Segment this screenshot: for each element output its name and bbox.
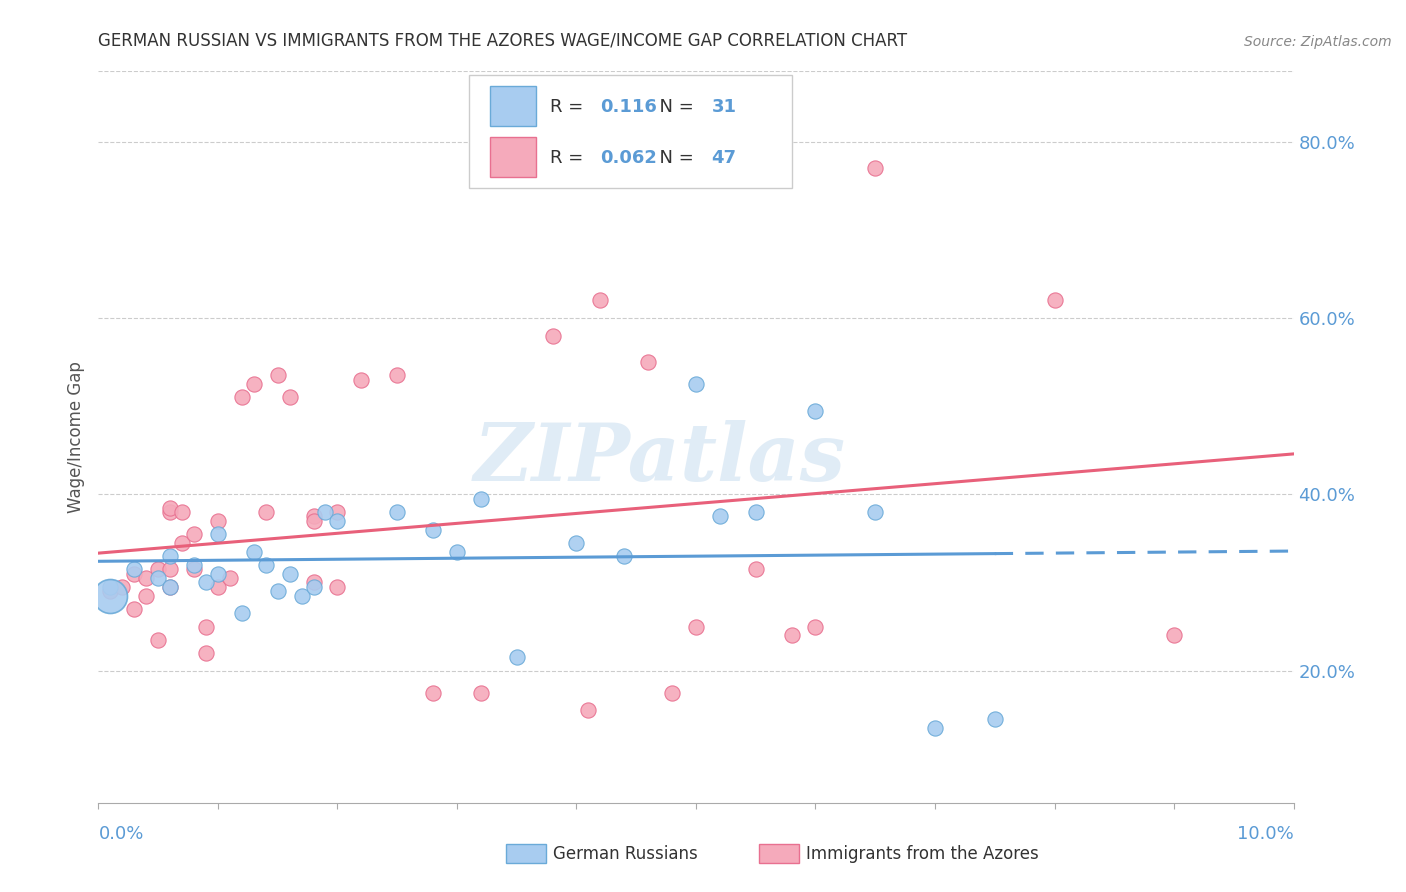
Point xyxy=(780,628,803,642)
Point xyxy=(207,580,229,594)
Text: Source: ZipAtlas.com: Source: ZipAtlas.com xyxy=(1244,35,1392,49)
Point xyxy=(195,575,218,590)
Point xyxy=(984,712,1007,726)
Point xyxy=(470,686,492,700)
Point xyxy=(350,373,373,387)
Point xyxy=(243,377,266,392)
Point xyxy=(506,650,529,665)
Point xyxy=(183,558,205,572)
Point xyxy=(470,491,492,506)
Bar xyxy=(491,136,536,177)
Point xyxy=(422,523,444,537)
Point xyxy=(302,514,325,528)
Point xyxy=(254,505,277,519)
Point xyxy=(326,505,349,519)
Point xyxy=(924,721,946,735)
Point xyxy=(326,514,349,528)
Text: 0.116: 0.116 xyxy=(600,98,657,116)
Point xyxy=(254,558,277,572)
Point xyxy=(613,549,636,563)
Point xyxy=(148,562,170,576)
Point xyxy=(183,562,205,576)
Point xyxy=(159,500,181,515)
Point xyxy=(243,544,266,558)
Point xyxy=(219,571,242,585)
Point xyxy=(709,509,731,524)
Point xyxy=(685,619,707,633)
Point xyxy=(172,505,194,519)
Point xyxy=(291,589,314,603)
Point xyxy=(231,607,253,621)
Point xyxy=(124,566,146,581)
Point xyxy=(135,571,157,585)
Point xyxy=(302,509,325,524)
Text: 0.0%: 0.0% xyxy=(98,825,143,843)
Point xyxy=(207,514,229,528)
Point xyxy=(745,562,768,576)
Point xyxy=(745,505,768,519)
Text: GERMAN RUSSIAN VS IMMIGRANTS FROM THE AZORES WAGE/INCOME GAP CORRELATION CHART: GERMAN RUSSIAN VS IMMIGRANTS FROM THE AZ… xyxy=(98,31,907,49)
Point xyxy=(865,505,887,519)
Point xyxy=(100,580,122,594)
Point xyxy=(422,686,444,700)
Point xyxy=(159,549,181,563)
Point xyxy=(124,602,146,616)
Point xyxy=(207,566,229,581)
Text: German Russians: German Russians xyxy=(553,845,697,863)
Point xyxy=(195,646,218,660)
Point xyxy=(172,536,194,550)
Point xyxy=(231,391,253,405)
Point xyxy=(685,377,707,392)
Point xyxy=(278,566,301,581)
Point xyxy=(159,562,181,576)
Point xyxy=(183,527,205,541)
Point xyxy=(385,505,409,519)
Text: 31: 31 xyxy=(711,98,737,116)
Point xyxy=(302,580,325,594)
Y-axis label: Wage/Income Gap: Wage/Income Gap xyxy=(67,361,86,513)
Text: 10.0%: 10.0% xyxy=(1237,825,1294,843)
Text: N =: N = xyxy=(648,149,700,167)
Point xyxy=(661,686,683,700)
Point xyxy=(148,632,170,647)
Text: ZIPatlas: ZIPatlas xyxy=(474,420,846,498)
Point xyxy=(159,580,181,594)
Point xyxy=(565,536,588,550)
Point xyxy=(385,368,409,383)
Point xyxy=(1163,628,1185,642)
Point xyxy=(637,355,659,369)
Point xyxy=(804,619,827,633)
Point xyxy=(278,391,301,405)
Text: Immigrants from the Azores: Immigrants from the Azores xyxy=(806,845,1039,863)
Point xyxy=(111,580,134,594)
Point xyxy=(100,584,122,599)
Point xyxy=(195,619,218,633)
Point xyxy=(804,403,827,417)
Point xyxy=(1043,293,1066,308)
Point xyxy=(865,161,887,176)
Text: R =: R = xyxy=(550,98,589,116)
Point xyxy=(578,703,600,717)
Point xyxy=(100,589,122,603)
Point xyxy=(135,589,157,603)
Text: 0.062: 0.062 xyxy=(600,149,657,167)
Text: 47: 47 xyxy=(711,149,737,167)
Point xyxy=(541,328,564,343)
Text: R =: R = xyxy=(550,149,589,167)
Bar xyxy=(491,86,536,126)
Point xyxy=(124,562,146,576)
Point xyxy=(326,580,349,594)
Point xyxy=(302,575,325,590)
FancyBboxPatch shape xyxy=(470,75,792,188)
Point xyxy=(159,505,181,519)
Point xyxy=(207,527,229,541)
Point xyxy=(446,544,468,558)
Text: N =: N = xyxy=(648,98,700,116)
Point xyxy=(589,293,612,308)
Point xyxy=(315,505,337,519)
Point xyxy=(159,580,181,594)
Point xyxy=(267,584,290,599)
Point xyxy=(267,368,290,383)
Point xyxy=(148,571,170,585)
